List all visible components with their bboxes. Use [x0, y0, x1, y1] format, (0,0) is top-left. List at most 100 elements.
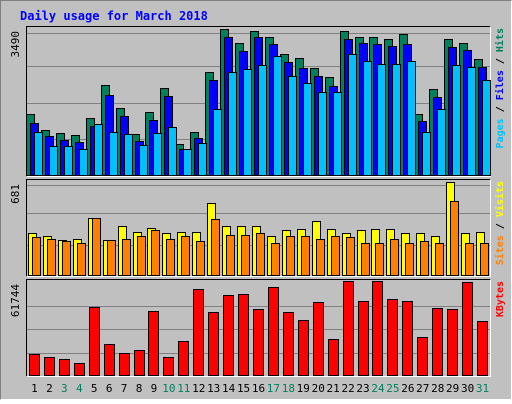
bar-sites-day-23	[361, 243, 370, 276]
bar-kbytes-day-10	[163, 357, 174, 376]
panel-border-light	[26, 179, 491, 277]
bar-sites-day-20	[316, 239, 325, 276]
bar-pages-day-8	[139, 145, 148, 176]
legend-entry-4: /	[495, 52, 506, 70]
bar-pages-day-12	[198, 143, 207, 176]
bar-kbytes-day-31	[477, 321, 488, 376]
bar-sites-day-27	[420, 241, 429, 276]
bar-sites-day-4	[77, 243, 86, 276]
legend-entry-1: Pages	[495, 118, 506, 148]
bar-pages-day-5	[94, 124, 103, 176]
bar-pages-day-23	[363, 61, 372, 176]
bar-pages-day-31	[482, 80, 491, 176]
x-tick-label-day-6: 6	[106, 382, 113, 395]
bar-sites-day-22	[346, 237, 355, 276]
legend-entry-2: /	[495, 100, 506, 118]
x-tick-label-day-23: 23	[356, 382, 369, 395]
bar-kbytes-day-3	[59, 359, 70, 376]
x-tick-label-day-7: 7	[121, 382, 128, 395]
x-tick-label-day-15: 15	[237, 382, 250, 395]
y-axis-max-label: 3490	[9, 31, 22, 58]
x-tick-label-day-26: 26	[401, 382, 414, 395]
bar-sites-day-6	[107, 240, 116, 276]
bar-pages-day-10	[168, 127, 177, 176]
bar-sites-day-7	[122, 239, 131, 276]
panel-border-dark	[26, 279, 491, 377]
x-tick-label-day-27: 27	[416, 382, 429, 395]
x-tick-label-day-1: 1	[31, 382, 38, 395]
bar-kbytes-day-6	[104, 344, 115, 376]
bar-kbytes-day-19	[298, 320, 309, 376]
panel-2: 681 Sites / Visits	[9, 179, 506, 277]
bar-sites-day-11	[181, 236, 190, 276]
bar-sites-day-8	[137, 236, 146, 276]
bar-kbytes-day-27	[417, 337, 428, 376]
bar-kbytes-day-30	[462, 282, 473, 376]
bar-sites-day-26	[405, 243, 414, 276]
bar-pages-day-19	[303, 83, 312, 176]
bar-kbytes-day-28	[432, 308, 443, 376]
bar-kbytes-day-12	[193, 289, 204, 376]
x-tick-label-day-21: 21	[327, 382, 340, 395]
bar-pages-day-7	[124, 134, 133, 176]
bar-pages-day-6	[109, 132, 118, 176]
bar-kbytes-day-8	[134, 350, 145, 376]
bar-pages-day-11	[183, 149, 192, 176]
bar-kbytes-day-26	[402, 301, 413, 376]
bar-pages-day-15	[243, 69, 252, 176]
x-tick-label-day-19: 19	[297, 382, 310, 395]
bar-pages-day-29	[452, 65, 461, 176]
x-tick-labels: 1 2 3 4 5 6 7 8 9 10 11 12 13 14 15 16 17 18 19 20 21 22 23 24 2…	[31, 382, 489, 395]
bar-kbytes-day-11	[178, 341, 189, 376]
panel-legend: KBytes	[495, 281, 506, 317]
bar-sites-day-30	[465, 243, 474, 276]
bar-sites-day-15	[241, 235, 250, 276]
bar-pages-day-4	[79, 149, 88, 176]
bar-sites-day-13	[211, 219, 220, 276]
bar-pages-day-1	[34, 132, 43, 176]
panel-legend: Sites / Visits	[494, 181, 506, 265]
x-tick-label-day-4: 4	[76, 382, 83, 395]
bar-sites-day-14	[226, 235, 235, 276]
chart-panels: 3490 Pages / Files / Hits 681 Sites / Visit…	[9, 26, 506, 377]
series-sites	[32, 201, 489, 276]
panel-border-light	[26, 279, 491, 377]
bar-kbytes-day-4	[74, 363, 85, 376]
bar-kbytes-day-24	[372, 281, 383, 376]
bar-sites-day-2	[47, 239, 56, 276]
bar-sites-day-28	[435, 243, 444, 276]
bar-sites-day-17	[271, 243, 280, 276]
bar-kbytes-day-1	[29, 354, 40, 376]
panel-1: 3490 Pages / Files / Hits	[9, 26, 506, 177]
bar-pages-day-16	[258, 65, 267, 176]
bar-kbytes-day-22	[343, 281, 354, 376]
bar-pages-day-22	[348, 54, 357, 176]
x-tick-label-day-5: 5	[91, 382, 98, 395]
bar-sites-day-24	[375, 243, 384, 276]
bar-pages-day-30	[467, 67, 476, 176]
legend-entry-5: Hits	[494, 28, 506, 52]
chart-title: Daily usage for March 2018	[20, 9, 208, 23]
bar-sites-day-5	[92, 218, 101, 276]
x-tick-label-day-28: 28	[431, 382, 444, 395]
x-tick-label-day-17: 17	[267, 382, 280, 395]
x-tick-label-day-29: 29	[446, 382, 459, 395]
bar-sites-day-16	[256, 233, 265, 276]
bar-sites-day-31	[480, 243, 489, 276]
bar-pages-day-2	[49, 146, 58, 176]
bar-sites-day-19	[301, 236, 310, 276]
x-tick-label-day-24: 24	[371, 382, 385, 395]
series-kbytes	[29, 281, 488, 376]
bar-kbytes-day-20	[313, 302, 324, 376]
legend-entry-1: KBytes	[495, 281, 506, 317]
x-tick-label-day-9: 9	[151, 382, 158, 395]
bar-pages-day-25	[392, 64, 401, 176]
bar-kbytes-day-16	[253, 309, 264, 376]
x-tick-label-day-11: 11	[177, 382, 190, 395]
bar-pages-day-9	[153, 133, 162, 176]
legend-entry-2: /	[495, 217, 506, 235]
bar-kbytes-day-5	[89, 307, 100, 376]
bar-kbytes-day-15	[238, 294, 249, 376]
